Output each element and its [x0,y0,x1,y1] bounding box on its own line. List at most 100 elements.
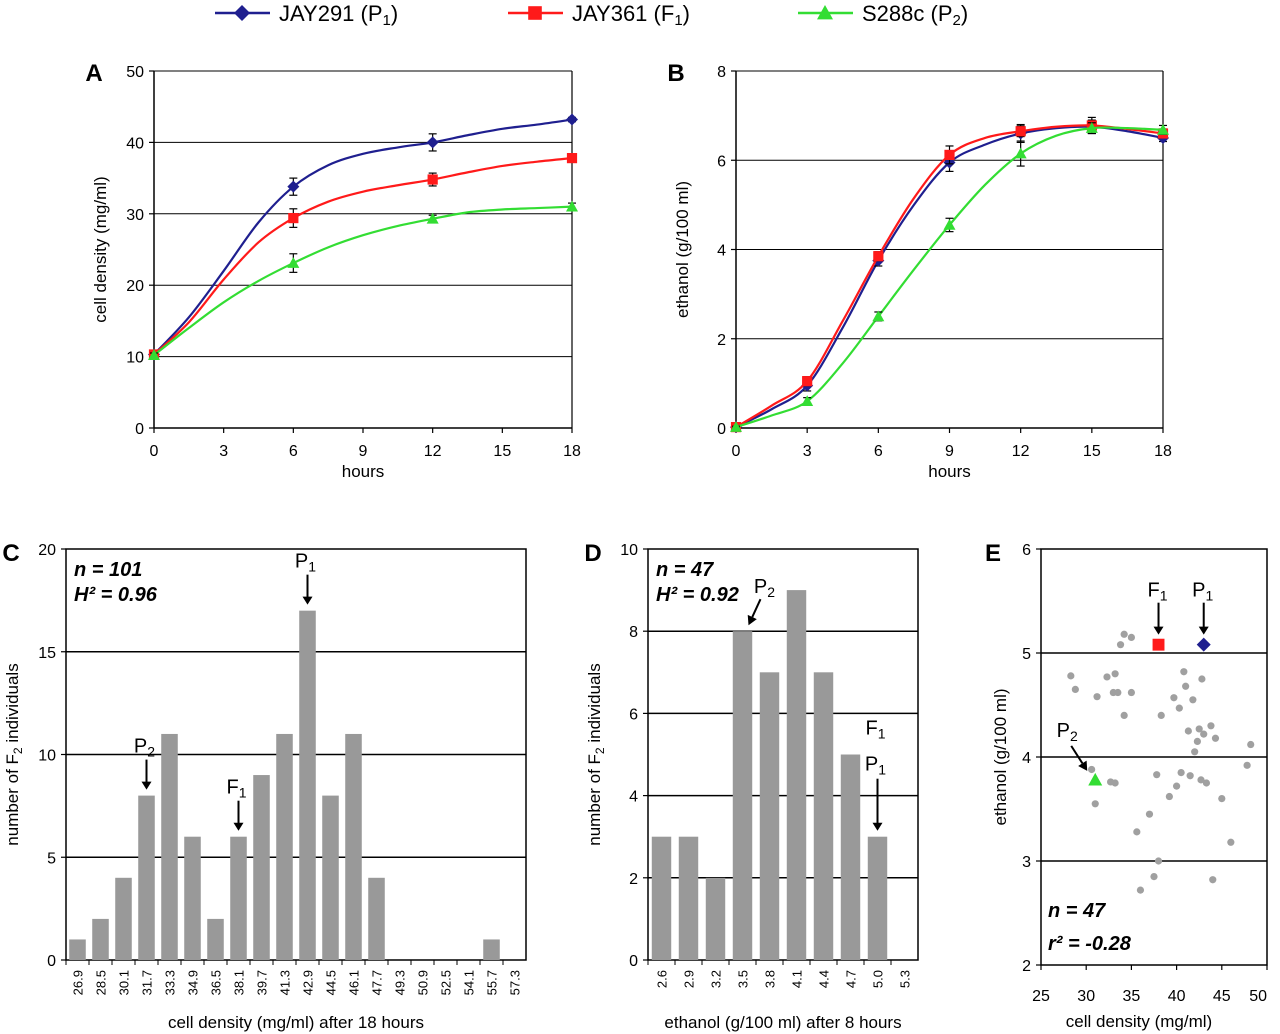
legend-label-jay291-suffix: ) [391,1,398,26]
annotation-f1: F1 [865,718,885,742]
stat-heritability: H² = 0.92 [656,584,739,606]
scatter-point [1071,685,1079,694]
plot-frame [1040,548,1268,966]
highlight-p1-label-subscript: 1 [1205,588,1213,604]
x-tick-label: 6 [874,443,883,460]
scatter-point [1197,776,1205,784]
panel-letter: B [667,60,684,87]
bar-2.6 [651,836,672,960]
scatter-point [1202,779,1211,787]
annotation-p1: P1 [865,754,886,778]
scatter-point [1211,734,1220,742]
x-tick-label: 12 [424,443,442,460]
x-tick-label: 35 [1123,988,1141,1005]
series-line [153,205,573,357]
scatter-point [1227,838,1235,846]
series-s288c [148,200,578,360]
highlight-p1-label: P1 [1192,580,1213,604]
y-tick-label: 2 [629,871,638,888]
annotation-p1: P1 [295,551,316,575]
y-tick-label: 0 [717,421,726,438]
y-axis-label: ethanol (g/100 ml) [673,181,692,318]
scatter-point [1127,688,1135,697]
bar-26.9 [69,939,86,960]
bar-30.1 [115,877,132,960]
scatter-point [1093,693,1101,701]
x-tick-label: 45 [1213,988,1231,1005]
panel-letter: D [584,540,601,567]
x-tick-label: 4.4 [817,970,832,988]
x-tick-label: 55.7 [485,970,500,995]
scatter-point [1243,761,1251,769]
x-tick-label: 30.1 [117,970,132,995]
annotation-p1-subscript: 1 [308,559,316,575]
panel-a-cell-density-line-chart: A 0 10 20 30 40 50 0 3 6 9 12 15 18 hours cell density … [85,60,581,481]
data-point [566,200,578,212]
scatter-point [1198,675,1206,683]
data-point [288,212,299,224]
x-tick-label: 6 [289,443,298,460]
annotation-p1-subscript: 1 [878,762,886,778]
annotation-f1-main: F [226,777,238,799]
x-tick-label: 2.6 [655,970,670,988]
scatter-point [1103,673,1111,681]
annotation-p2-subscript: 2 [767,584,775,600]
y-axis-label-main: number of F [3,754,22,846]
x-tick-label: 9 [359,443,368,460]
data-point [287,180,300,193]
scatter-point [1182,682,1190,690]
x-tick-label: 3 [803,443,812,460]
highlight-f1-label-main: F [1148,580,1160,602]
scatter-point [1133,828,1141,836]
y-tick-label: 2 [717,332,726,349]
scatter-point [1114,688,1122,697]
y-axis-label: number of F2 individuals [585,663,607,845]
scatter-point [1189,696,1197,704]
bar-46.1 [345,733,362,960]
x-tick-label: 50.9 [416,970,431,995]
stat-n: n = 47 [656,559,714,581]
legend-label-jay361-suffix: ) [683,1,690,26]
legend: JAY291 (P1) JAY361 (F1) S288c (P2) [215,1,968,29]
highlight-f1-marker [1152,638,1165,651]
stat-n: n = 101 [74,559,142,581]
x-tick-label: 4.7 [844,970,859,988]
x-tick-label: 33.3 [163,970,178,995]
scatter-point [1120,711,1128,720]
y-tick-label: 4 [629,789,638,806]
y-tick-label: 15 [38,645,56,662]
data-point [287,257,300,268]
legend-label-jay291: JAY291 (P1) [279,1,398,29]
bar-31.7 [138,795,155,960]
scatter-point [1120,630,1128,638]
legend-marker-s288c [817,5,833,20]
annotation-p2-main: P [134,736,147,758]
y-tick-label: 0 [135,421,144,438]
y-tick-label: 0 [47,953,56,970]
panel-d-ethanol-histogram: D 0 2 4 6 8 10 2.6 2.9 3.2 3.5 3.8 4.1 4.4 4.7 5.0 5.3 et… [584,540,919,1032]
y-tick-label: 0 [629,953,638,970]
y-tick-label: 10 [620,542,638,559]
y-tick-label: 6 [717,153,726,170]
legend-label-jay291-main: JAY291 (P [279,1,383,26]
annotation-f1-main: F [865,718,877,740]
x-axis-label: hours [928,462,971,481]
data-point [566,113,578,126]
scatter-point [1145,810,1154,818]
highlight-arrow-head [1153,626,1164,635]
x-tick-label: 28.5 [94,970,109,995]
scatter-point [1067,672,1075,680]
scatter-point [1247,740,1255,749]
data-point [943,218,956,230]
annotation-arrow-head [302,596,313,605]
x-tick-label: 25 [1032,988,1050,1005]
x-tick-label: 47.7 [370,970,385,995]
data-point [426,212,439,224]
highlight-p2-label-subscript: 2 [1070,728,1078,744]
y-tick-label: 4 [717,243,726,260]
highlight-p1-label-main: P [1192,580,1205,602]
y-tick-label: 40 [126,135,144,152]
x-tick-label: 41.3 [278,970,293,995]
bar-41.3 [276,733,293,960]
